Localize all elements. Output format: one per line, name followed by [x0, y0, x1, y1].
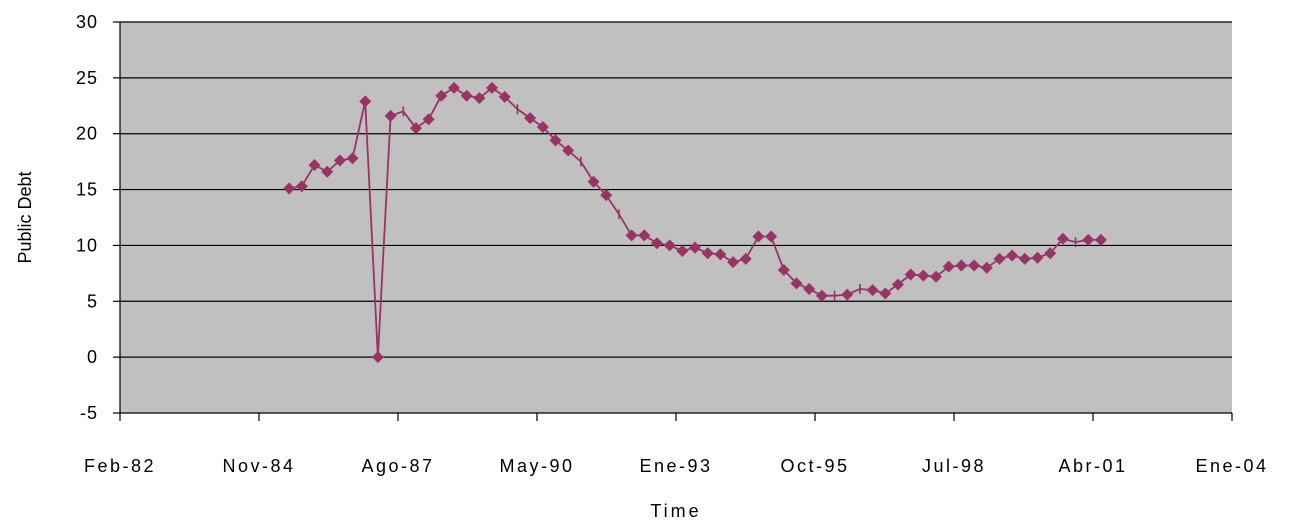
data-point: [765, 230, 778, 243]
data-point: [815, 289, 828, 302]
y-axis-title: Public Debt: [15, 171, 35, 263]
y-tick-label: -5: [80, 403, 98, 423]
data-point: [714, 248, 727, 261]
data-point: [1044, 247, 1057, 260]
data-point: [955, 259, 968, 272]
data-point: [638, 229, 651, 242]
data-point: [524, 112, 537, 125]
data-point: [879, 287, 892, 300]
data-point: [473, 91, 486, 104]
y-tick-label: 5: [87, 291, 98, 311]
series-group: [283, 81, 1107, 364]
data-point: [790, 277, 803, 290]
data-point: [600, 189, 613, 202]
plot-area: [120, 22, 1232, 413]
data-point: [676, 245, 689, 258]
x-tick-label: Feb-82: [84, 456, 156, 476]
data-point: [409, 122, 422, 135]
data-point: [904, 268, 917, 281]
data-point: [701, 247, 714, 260]
x-tick-label: Oct-95: [780, 456, 849, 476]
data-point: [295, 180, 308, 193]
data-point: [536, 121, 549, 134]
data-point: [663, 239, 676, 252]
x-axis-ticks: Feb-82 Nov-84 Ago-87 May-90 Ene-93 Oct-95 Jul-…: [84, 413, 1268, 476]
data-point: [359, 95, 372, 108]
x-tick-label: Nov-84: [222, 456, 295, 476]
data-point: [1056, 232, 1069, 245]
data-point: [1006, 249, 1019, 262]
data-point: [283, 182, 296, 195]
y-axis-ticks: -5 0 5 10 15 20 25 30: [76, 12, 120, 423]
data-point: [460, 89, 473, 102]
data-point: [587, 175, 600, 188]
data-point: [1094, 233, 1107, 246]
data-point: [980, 261, 993, 274]
y-tick-label: 10: [76, 235, 98, 255]
data-point: [689, 241, 702, 254]
data-point: [308, 158, 321, 171]
data-point: [1018, 252, 1031, 265]
data-point: [625, 229, 638, 242]
data-point: [942, 260, 955, 273]
data-point: [346, 152, 359, 165]
gridlines: [120, 21, 1232, 358]
data-point: [384, 109, 397, 122]
data-point: [866, 284, 879, 297]
y-tick-label: 20: [76, 124, 98, 144]
data-point: [930, 270, 943, 283]
data-point: [752, 230, 765, 243]
x-tick-label: Ago-87: [361, 456, 434, 476]
x-tick-label: May-90: [499, 456, 574, 476]
data-point: [562, 144, 575, 157]
data-point: [917, 269, 930, 282]
data-point: [486, 81, 499, 94]
data-point: [448, 81, 461, 94]
data-point: [549, 134, 562, 147]
data-point: [650, 237, 663, 250]
data-point: [968, 259, 981, 272]
data-point: [841, 288, 854, 301]
x-tick-label: Jul-98: [922, 456, 986, 476]
y-tick-label: 15: [76, 180, 98, 200]
data-point: [498, 90, 511, 103]
x-tick-label: Ene-93: [639, 456, 712, 476]
data-point: [727, 256, 740, 269]
y-tick-label: 25: [76, 68, 98, 88]
data-point: [1031, 251, 1044, 264]
data-point: [1082, 233, 1095, 246]
data-point: [321, 165, 334, 178]
data-point: [777, 264, 790, 277]
x-tick-label: Abr-01: [1058, 456, 1127, 476]
data-point: [333, 154, 346, 167]
y-tick-label: 30: [76, 12, 98, 32]
data-point: [891, 278, 904, 291]
data-point: [422, 113, 435, 126]
y-tick-label: 0: [87, 347, 98, 367]
data-point: [993, 252, 1006, 265]
data-point: [803, 282, 816, 295]
data-point: [371, 351, 384, 364]
x-tick-label: Ene-04: [1195, 456, 1268, 476]
data-point: [739, 252, 752, 265]
x-axis-title: Time: [650, 501, 701, 521]
data-point: [435, 89, 448, 102]
